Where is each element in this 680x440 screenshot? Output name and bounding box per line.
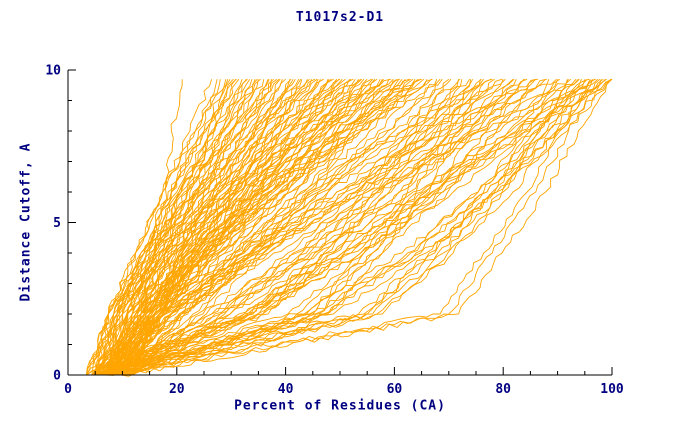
model-curve <box>107 78 332 376</box>
model-curve <box>116 78 547 376</box>
model-curve <box>120 78 546 376</box>
model-curve <box>104 78 361 376</box>
model-curve <box>94 78 400 376</box>
model-curve <box>116 78 607 376</box>
model-curve <box>97 79 582 376</box>
model-curve <box>131 78 503 376</box>
model-curve <box>121 78 612 377</box>
model-curve <box>104 78 410 376</box>
model-curve <box>116 78 248 376</box>
x-axis-label: Percent of Residues (CA) <box>234 398 446 414</box>
x-tick-label: 40 <box>278 382 294 397</box>
model-curve <box>107 78 240 376</box>
model-curve <box>110 79 460 376</box>
model-curve <box>110 78 590 376</box>
model-curve <box>126 78 613 376</box>
model-curve <box>100 79 270 376</box>
model-curve <box>96 79 229 376</box>
model-curve <box>86 78 392 376</box>
model-curve <box>97 78 452 376</box>
model-curve <box>91 78 506 376</box>
model-curve <box>91 78 577 376</box>
model-curve <box>102 78 528 376</box>
y-tick-label: 5 <box>53 216 61 231</box>
model-curve <box>102 78 588 376</box>
model-curve <box>91 78 261 376</box>
model-curve <box>100 79 586 376</box>
model-curve <box>91 78 572 376</box>
model-curve <box>121 78 433 376</box>
model-curve <box>121 79 481 376</box>
model-curve <box>100 78 580 376</box>
chart-title: T1017s2-D1 <box>295 10 385 25</box>
model-curve <box>100 78 515 376</box>
model-curve <box>122 78 613 376</box>
model-curve <box>111 78 537 376</box>
model-curve <box>111 78 596 376</box>
model-curve <box>111 78 422 376</box>
x-tick-label: 60 <box>387 382 403 397</box>
x-tick-label: 0 <box>64 382 72 397</box>
model-curve <box>108 78 599 376</box>
x-tick-label: 100 <box>600 382 624 397</box>
model-curve <box>94 79 308 376</box>
model-curve <box>102 79 593 376</box>
x-tick-label: 20 <box>169 382 185 397</box>
model-curve <box>106 79 591 376</box>
model-curve <box>91 78 354 376</box>
model-curve <box>120 78 383 376</box>
model-curve <box>115 78 601 376</box>
model-curve <box>120 78 432 376</box>
model-curve <box>108 78 539 376</box>
model-curve <box>86 79 256 376</box>
model-curve <box>121 78 606 376</box>
model-curve <box>131 78 443 376</box>
model-curve <box>111 78 286 376</box>
model-curve <box>100 78 363 376</box>
model-curve <box>113 78 425 376</box>
y-tick-label: 0 <box>53 369 61 384</box>
y-tick-label: 10 <box>45 64 61 79</box>
model-curve <box>132 79 568 376</box>
model-curve <box>126 79 438 376</box>
model-curve <box>86 78 300 376</box>
x-tick-label: 80 <box>495 382 511 397</box>
model-curve <box>110 78 595 376</box>
model-curve <box>100 78 319 376</box>
